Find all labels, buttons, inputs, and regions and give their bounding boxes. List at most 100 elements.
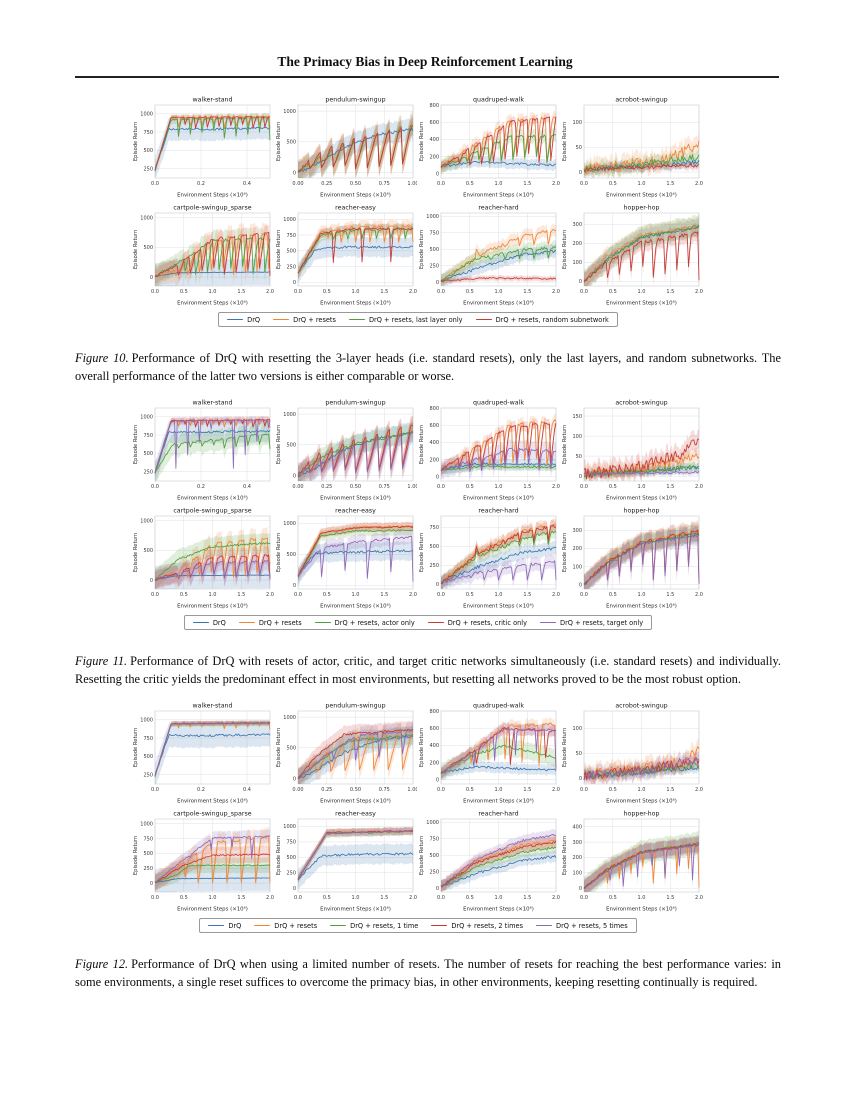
series-line-purple [583, 843, 700, 888]
series-line-red [583, 438, 700, 480]
series-line-purple [297, 830, 414, 879]
legend-label: DrQ + resets, actor only [334, 618, 415, 627]
x-axis-label: Environment Steps (×10⁶) [463, 603, 534, 610]
series-line-blue [297, 127, 414, 173]
series-line-red [297, 125, 414, 172]
subplot-chart-acrobot-swingup: 0 50 100 0.0 0.5 1.0 1.5 2.0 acrobot-swingup Epis… [560, 95, 703, 200]
plot-frame [440, 818, 557, 893]
figure-11-caption-tag: Figure 11. [75, 654, 128, 668]
x-tick-label: 0.75 [379, 181, 390, 187]
y-tick-label: 500 [143, 451, 153, 457]
y-tick-label: 200 [572, 855, 582, 861]
y-tick-label: 0 [293, 170, 296, 176]
series-band-red [441, 835, 556, 892]
legend-line-swatch [273, 318, 290, 321]
x-tick-label: 1.5 [666, 895, 674, 901]
x-tick-label: 1.5 [523, 181, 531, 187]
legend-line-swatch [431, 924, 448, 927]
y-tick-label: 250 [286, 871, 296, 877]
series-band-purple [155, 551, 270, 589]
subplot-title: pendulum-swingup [325, 97, 385, 104]
legend-label: DrQ + resets, last layer only [368, 315, 463, 324]
x-tick-label: 1.0 [352, 895, 360, 901]
subplot-chart-reacher-easy: 0 250 500 750 1000 0.0 0.5 1.0 1.5 2.0 reacher-eas… [274, 203, 417, 308]
series-line-green [297, 734, 414, 778]
x-tick-label: 0.5 [466, 289, 474, 295]
x-tick-label: 0.50 [350, 484, 361, 490]
y-axis-label: Episode Return [276, 728, 282, 767]
x-tick-label: 1.5 [380, 592, 388, 598]
x-tick-label: 0.25 [321, 181, 332, 187]
y-tick-label: 100 [572, 564, 582, 570]
y-tick-label: 250 [143, 866, 153, 872]
subplot-title: walker-stand [192, 703, 232, 710]
subplot-title: acrobot-swingup [615, 400, 667, 407]
y-tick-label: 50 [576, 751, 582, 757]
y-axis-label: Episode Return [133, 230, 139, 269]
series-line-green [440, 246, 557, 283]
series-band-red [298, 415, 413, 481]
y-tick-label: 800 [429, 406, 439, 412]
x-tick-label: 0.75 [379, 787, 390, 793]
series-line-purple [440, 834, 556, 887]
x-tick-label: 1.5 [523, 289, 531, 295]
y-tick-label: 750 [286, 233, 296, 239]
legend-line-swatch [330, 924, 347, 927]
x-tick-label: 1.5 [380, 289, 388, 295]
x-tick-label: 0.0 [437, 895, 445, 901]
y-tick-label: 0 [293, 473, 296, 479]
y-axis-label: Episode Return [419, 230, 425, 269]
header-rule [75, 76, 779, 78]
y-axis-label: Episode Return [276, 425, 282, 464]
x-tick-label: 1.0 [495, 484, 503, 490]
y-axis-label: Episode Return [562, 230, 568, 269]
legend-item: DrQ + resets, actor only [314, 618, 415, 627]
x-axis-label: Environment Steps (×10⁶) [177, 603, 248, 610]
subplot-title: reacher-hard [478, 508, 518, 515]
legend-label: DrQ + resets [293, 315, 336, 324]
series-band-blue [298, 117, 413, 178]
y-tick-label: 1000 [140, 112, 153, 118]
y-tick-label: 0 [579, 582, 582, 588]
x-tick-label: 2.0 [409, 289, 417, 295]
series-line-purple [154, 722, 270, 776]
series-line-purple [583, 534, 700, 586]
y-axis-label: Episode Return [562, 425, 568, 464]
series-band-orange [441, 834, 556, 892]
x-tick-label: 0.50 [350, 181, 361, 187]
x-tick-label: 2.0 [409, 592, 417, 598]
y-axis-label: Episode Return [276, 836, 282, 875]
legend-item: DrQ + resets, 1 time [330, 922, 418, 930]
series-band-blue [584, 525, 699, 589]
plot-frame [154, 212, 271, 287]
series-line-blue [297, 245, 414, 274]
plot-frame [297, 104, 414, 179]
legend-item: DrQ + resets [254, 922, 317, 930]
series-line-green [154, 433, 271, 474]
legend-label: DrQ [228, 921, 242, 930]
plot-frame [440, 212, 557, 287]
series-line-purple [440, 447, 557, 473]
series-line-green [297, 431, 414, 476]
page-header-title: The Primacy Bias in Deep Reinforcement L… [277, 54, 573, 69]
x-tick-label: 0.50 [350, 787, 361, 793]
subplot-title: cartpole-swingup_sparse [173, 508, 251, 515]
plot-frame [583, 710, 700, 785]
y-tick-label: 500 [286, 443, 296, 449]
plot-frame [154, 515, 271, 590]
figure-10-block: 250 500 750 1000 0.0 0.2 0.4 walker-stand Episod… [131, 95, 705, 327]
legend-label: DrQ + resets, critic only [447, 618, 528, 627]
x-tick-label: 1.0 [352, 289, 360, 295]
legend-line-swatch [314, 621, 331, 624]
subplot-chart-quadruped-walk: 0 200 400 600 800 0.0 0.5 1.0 1.5 2.0 quadruped-wa… [417, 398, 560, 503]
figure-11-legend: DrQ DrQ + resets DrQ + resets, actor only D… [183, 615, 653, 630]
x-tick-label: 1.5 [380, 895, 388, 901]
legend-label: DrQ + resets, 5 times [556, 921, 628, 930]
plot-frame [154, 710, 271, 785]
y-axis-label: Episode Return [419, 533, 425, 572]
series-line-red [154, 853, 271, 883]
x-tick-label: 0.0 [151, 181, 159, 187]
figure-12-legend-wrap: DrQ DrQ + resets DrQ + resets, 1 time DrQ +… [131, 918, 705, 933]
x-axis-label: Environment Steps (×10⁶) [606, 300, 677, 307]
legend-item: DrQ + resets, 5 times [536, 922, 628, 930]
